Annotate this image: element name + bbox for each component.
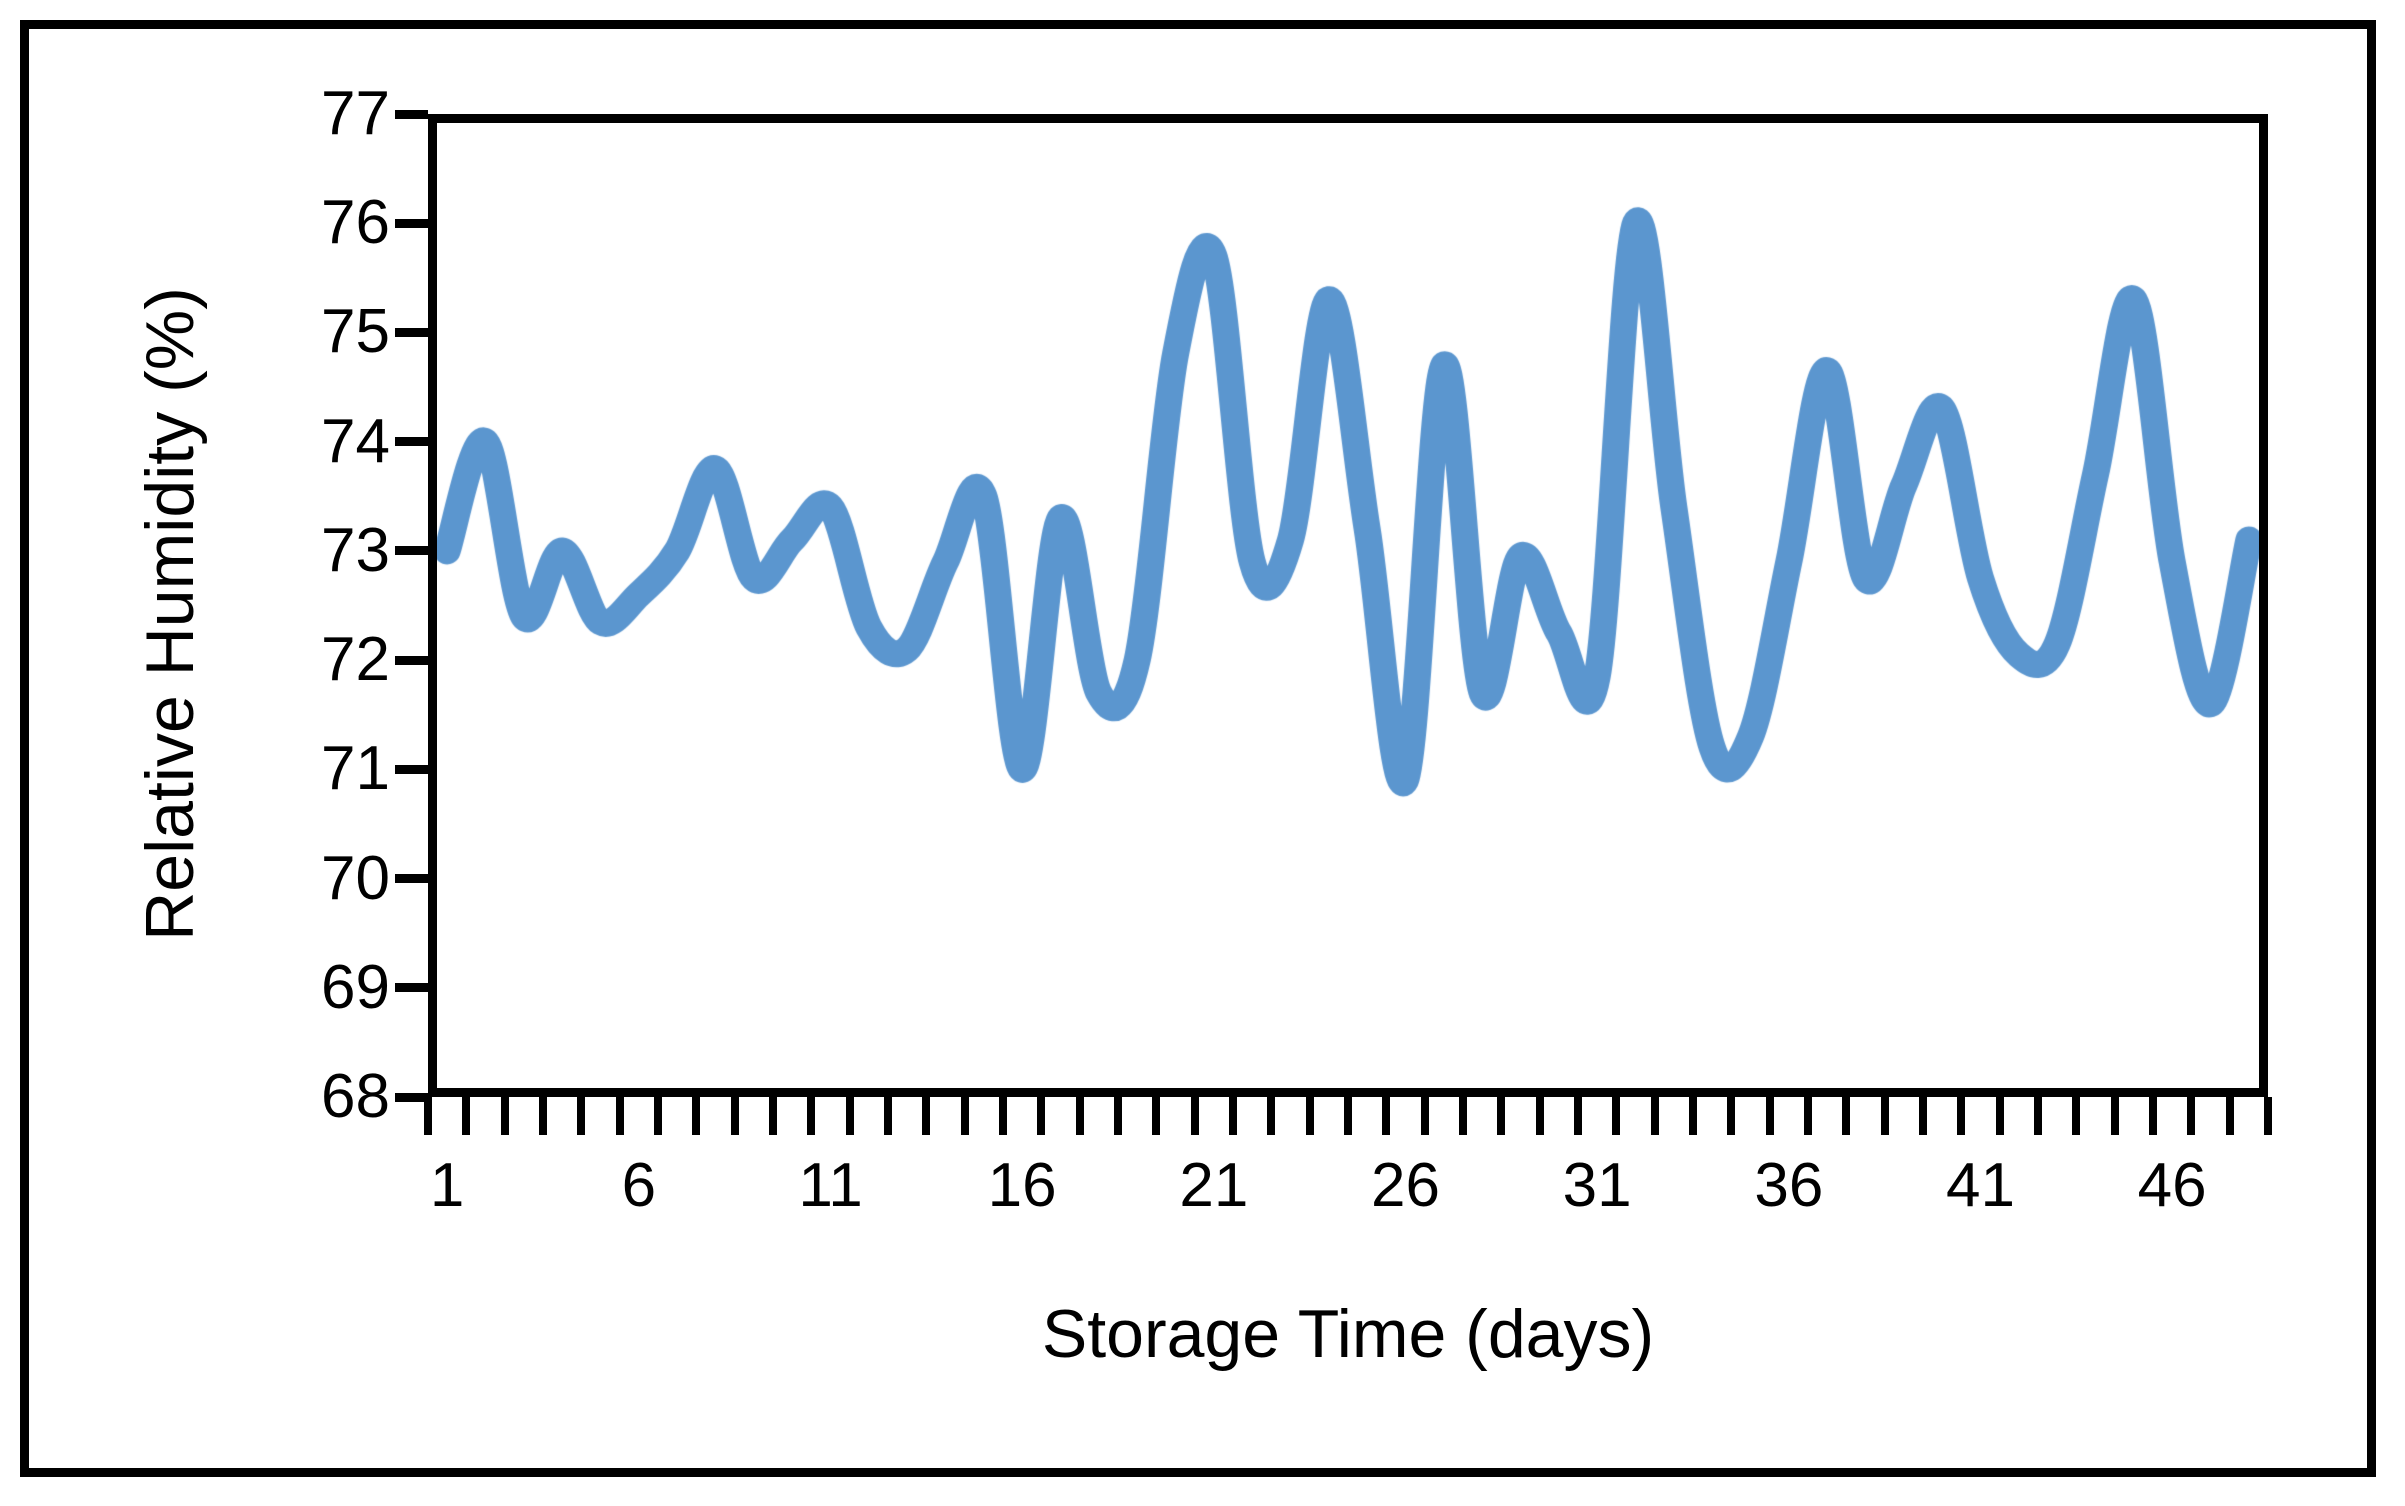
x-tick-mark bbox=[1305, 1097, 1314, 1135]
x-tick-mark bbox=[1919, 1097, 1927, 1135]
y-tick-mark bbox=[395, 764, 428, 774]
x-tick-mark bbox=[1689, 1097, 1697, 1135]
x-tick-mark bbox=[1229, 1097, 1237, 1135]
x-tick-mark bbox=[2187, 1097, 2196, 1135]
x-tick-label: 6 bbox=[621, 1151, 657, 1220]
y-tick-mark bbox=[395, 327, 428, 337]
x-tick-mark bbox=[1765, 1097, 1774, 1135]
plot-area-frame bbox=[428, 114, 2268, 1097]
x-tick-mark bbox=[2110, 1097, 2119, 1135]
y-tick-label: 77 bbox=[321, 79, 390, 148]
y-tick-label: 74 bbox=[321, 406, 390, 476]
x-tick-mark bbox=[2034, 1097, 2042, 1135]
y-tick-mark bbox=[395, 1092, 428, 1102]
x-tick-mark bbox=[1267, 1097, 1276, 1135]
x-tick-mark bbox=[1842, 1097, 1851, 1135]
x-tick-mark bbox=[1114, 1097, 1122, 1135]
x-tick-mark bbox=[424, 1097, 432, 1135]
x-tick-mark bbox=[1497, 1097, 1506, 1135]
x-tick-mark bbox=[1650, 1097, 1659, 1135]
y-tick-mark bbox=[395, 655, 428, 665]
x-tick-mark bbox=[884, 1097, 892, 1135]
x-tick-mark bbox=[769, 1097, 777, 1135]
y-tick-label: 69 bbox=[321, 952, 390, 1022]
x-tick-mark bbox=[807, 1097, 816, 1135]
y-tick-label: 70 bbox=[321, 843, 390, 913]
x-tick-mark bbox=[2225, 1097, 2234, 1135]
y-tick-label: 71 bbox=[321, 734, 390, 804]
x-tick-mark bbox=[730, 1097, 739, 1135]
y-tick-label: 75 bbox=[321, 297, 390, 367]
x-tick-mark bbox=[1152, 1097, 1161, 1135]
x-tick-mark bbox=[500, 1097, 509, 1135]
x-tick-label: 41 bbox=[1946, 1151, 2015, 1220]
x-tick-mark bbox=[999, 1097, 1007, 1135]
x-tick-mark bbox=[462, 1097, 471, 1135]
x-tick-label: 11 bbox=[798, 1151, 863, 1220]
x-tick-mark bbox=[960, 1097, 969, 1135]
x-tick-mark bbox=[2264, 1097, 2272, 1135]
x-tick-mark bbox=[1957, 1097, 1966, 1135]
y-tick-mark bbox=[395, 983, 428, 993]
y-tick-label: 76 bbox=[321, 188, 390, 258]
x-tick-mark bbox=[1420, 1097, 1429, 1135]
x-tick-label: 21 bbox=[1179, 1151, 1249, 1220]
x-tick-label: 1 bbox=[429, 1151, 465, 1220]
x-tick-mark bbox=[539, 1097, 547, 1135]
x-tick-mark bbox=[1459, 1097, 1467, 1135]
x-tick-label: 26 bbox=[1371, 1151, 1440, 1220]
y-tick-mark bbox=[395, 874, 428, 884]
x-tick-label: 36 bbox=[1754, 1151, 1824, 1220]
x-tick-mark bbox=[692, 1097, 701, 1135]
x-tick-mark bbox=[1344, 1097, 1352, 1135]
y-tick-mark bbox=[395, 109, 428, 119]
x-tick-mark bbox=[615, 1097, 624, 1135]
x-tick-mark bbox=[922, 1097, 931, 1135]
x-tick-mark bbox=[654, 1097, 662, 1135]
y-tick-label: 73 bbox=[321, 515, 390, 585]
x-tick-mark bbox=[1574, 1097, 1582, 1135]
x-axis-title: Storage Time (days) bbox=[1041, 1296, 1655, 1372]
x-tick-mark bbox=[1880, 1097, 1889, 1135]
y-tick-mark bbox=[395, 437, 428, 447]
x-tick-mark bbox=[1382, 1097, 1391, 1135]
x-tick-mark bbox=[845, 1097, 854, 1135]
x-tick-mark bbox=[1804, 1097, 1812, 1135]
x-tick-mark bbox=[1075, 1097, 1084, 1135]
y-tick-mark bbox=[395, 546, 428, 556]
y-tick-label: 72 bbox=[321, 625, 390, 695]
x-tick-mark bbox=[1037, 1097, 1046, 1135]
x-tick-mark bbox=[577, 1097, 586, 1135]
x-tick-mark bbox=[1995, 1097, 2004, 1135]
x-tick-mark bbox=[1190, 1097, 1199, 1135]
x-tick-mark bbox=[1727, 1097, 1736, 1135]
x-tick-label: 46 bbox=[2137, 1151, 2207, 1220]
x-tick-mark bbox=[1612, 1097, 1621, 1135]
y-tick-mark bbox=[395, 218, 428, 228]
y-axis-title: Relative Humidity (%) bbox=[132, 287, 208, 941]
x-tick-label: 16 bbox=[987, 1151, 1057, 1220]
x-tick-mark bbox=[2072, 1097, 2081, 1135]
y-tick-label: 68 bbox=[321, 1062, 390, 1131]
x-tick-mark bbox=[2149, 1097, 2157, 1135]
x-tick-mark bbox=[1535, 1097, 1544, 1135]
x-tick-label: 31 bbox=[1562, 1151, 1632, 1220]
